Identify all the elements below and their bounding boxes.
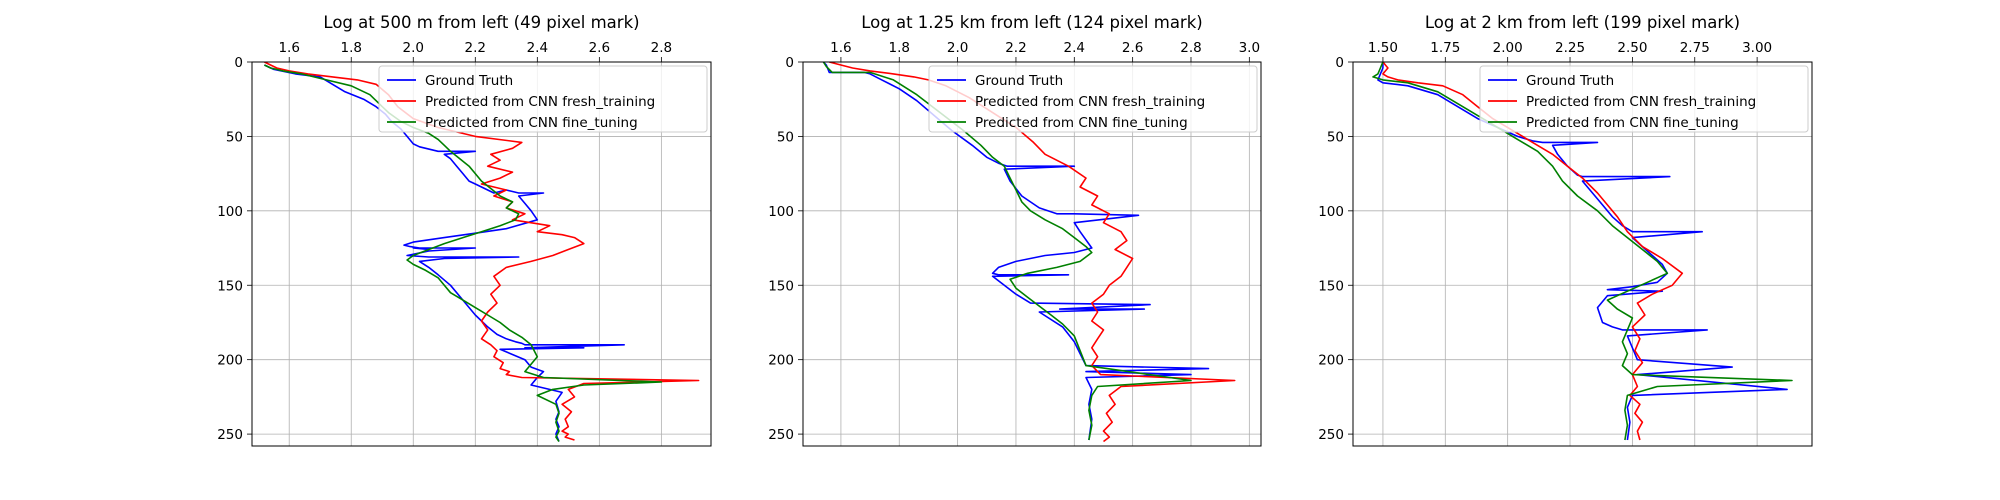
legend-label: Predicted from CNN fresh_training xyxy=(975,94,1205,110)
legend-box xyxy=(928,65,1258,133)
chart-panel-2: 1.6 1.8 2.0 2.2 2.4 2.6 2.8 3.0 0 50 100 150 200 250 L… xyxy=(768,13,1262,447)
y-tick-label: 200 xyxy=(768,353,794,369)
legend-label: Predicted from CNN fine_tuning xyxy=(1526,115,1739,131)
axes-frame xyxy=(1352,61,1813,447)
series-line-2 xyxy=(1382,62,1684,441)
legend-label: Predicted from CNN fresh_training xyxy=(425,94,655,110)
x-tick-label: 2.50 xyxy=(1617,40,1647,56)
x-tick-label: 1.6 xyxy=(278,40,299,56)
y-tick-label: 250 xyxy=(1318,427,1344,443)
y-tick-label: 150 xyxy=(768,278,794,294)
x-tick-label: 2.4 xyxy=(1064,40,1085,56)
x-tick-label: 2.2 xyxy=(1005,40,1026,56)
x-tick-label: 2.6 xyxy=(589,40,610,56)
x-tick-label: 2.00 xyxy=(1493,40,1523,56)
y-tick-label: 100 xyxy=(217,204,243,220)
legend-label: Ground Truth xyxy=(1526,73,1614,89)
legend-box xyxy=(1479,65,1809,133)
x-tick-label: 2.2 xyxy=(465,40,486,56)
legend-label: Predicted from CNN fresh_training xyxy=(1526,94,1756,110)
legend-box xyxy=(378,65,708,133)
x-tick-label: 2.4 xyxy=(527,40,548,56)
chart-title: Log at 1.25 km from left (124 pixel mark… xyxy=(861,13,1202,32)
x-tick-label: 2.0 xyxy=(403,40,424,56)
legend-label: Ground Truth xyxy=(425,73,513,89)
chart-title: Log at 500 m from left (49 pixel mark) xyxy=(323,13,639,32)
x-tick-label: 1.6 xyxy=(830,40,851,56)
x-tick-label: 2.25 xyxy=(1555,40,1585,56)
x-tick-label: 2.0 xyxy=(947,40,968,56)
y-tick-label: 150 xyxy=(217,278,243,294)
y-tick-label: 0 xyxy=(785,55,794,71)
x-tick-label: 2.75 xyxy=(1680,40,1710,56)
x-tick-label: 3.0 xyxy=(1239,40,1260,56)
x-tick-label: 1.75 xyxy=(1430,40,1460,56)
x-tick-label: 2.8 xyxy=(1180,40,1201,56)
y-tick-label: 250 xyxy=(217,427,243,443)
chart-panel-3: 1.50 1.75 2.00 2.25 2.50 2.75 3.00 0 50 100 150 200… xyxy=(1318,13,1813,447)
series-line-1 xyxy=(264,64,626,442)
legend-label: Ground Truth xyxy=(975,73,1063,89)
y-tick-label: 200 xyxy=(217,353,243,369)
y-tick-label: 50 xyxy=(777,129,794,145)
y-tick-label: 0 xyxy=(234,55,243,71)
legend-label: Predicted from CNN fine_tuning xyxy=(975,115,1188,131)
axes-frame xyxy=(802,61,1262,447)
series-line-3 xyxy=(1372,62,1793,441)
legend: Ground Truth Predicted from CNN fresh_tra… xyxy=(1479,65,1809,133)
x-tick-label: 2.8 xyxy=(651,40,672,56)
y-tick-label: 100 xyxy=(768,204,794,220)
chart-panel-1: 1.6 1.8 2.0 2.2 2.4 2.6 2.8 0 50 100 150 200 250 Log … xyxy=(217,13,712,447)
axes-frame xyxy=(251,61,712,447)
y-tick-label: 250 xyxy=(768,427,794,443)
legend: Ground Truth Predicted from CNN fresh_tra… xyxy=(928,65,1258,133)
y-tick-label: 100 xyxy=(1318,204,1344,220)
x-tick-label: 3.00 xyxy=(1742,40,1772,56)
legend-label: Predicted from CNN fine_tuning xyxy=(425,115,638,131)
y-tick-label: 150 xyxy=(1318,278,1344,294)
y-tick-label: 50 xyxy=(226,129,243,145)
y-tick-label: 50 xyxy=(1327,129,1344,145)
chart-title: Log at 2 km from left (199 pixel mark) xyxy=(1425,13,1740,32)
x-tick-label: 1.8 xyxy=(889,40,910,56)
y-tick-label: 0 xyxy=(1335,55,1344,71)
y-tick-label: 200 xyxy=(1318,353,1344,369)
x-tick-label: 1.50 xyxy=(1368,40,1398,56)
x-tick-label: 1.8 xyxy=(341,40,362,56)
x-tick-label: 2.6 xyxy=(1122,40,1143,56)
legend: Ground Truth Predicted from CNN fresh_tra… xyxy=(378,65,708,133)
